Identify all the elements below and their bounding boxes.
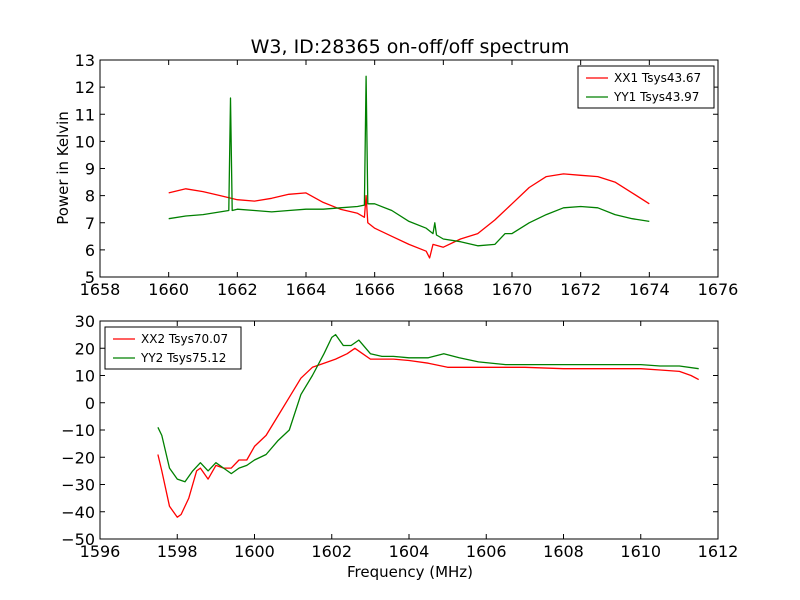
x-tick-label: 1672 (560, 280, 601, 299)
bottom-plot-area: 1596 1598 1600 1602 1604 1606 1608 1610 1612 −50 −… (61, 312, 738, 561)
y-tick-label: 11 (75, 105, 95, 124)
y-tick-label: 30 (75, 312, 95, 331)
x-tick-label: 1662 (217, 280, 258, 299)
legend-box (104, 326, 242, 370)
y-tick-label: −50 (61, 530, 95, 549)
series-line-1 (168, 173, 650, 259)
y-tick-label: 10 (75, 132, 95, 151)
y-tick-label: 0 (85, 394, 95, 413)
x-tick-label: 1676 (698, 280, 739, 299)
y-tick-label: 8 (85, 187, 95, 206)
legend-label: YY2 Tsys75.12 (140, 351, 226, 365)
series-line-1 (157, 347, 700, 518)
x-tick-label: 1670 (492, 280, 533, 299)
series-line-2 (157, 333, 699, 483)
y-tick-label: −20 (61, 448, 95, 467)
legend-box (577, 65, 715, 109)
top-legend: XX1 Tsys43.67 YY1 Tsys43.97 (577, 65, 715, 109)
x-tick-label: 1604 (389, 542, 430, 561)
legend-label: XX2 Tsys70.07 (141, 332, 228, 346)
x-tick-label: 1666 (354, 280, 395, 299)
x-tick-label: 1596 (80, 542, 121, 561)
y-tick-label: 5 (85, 268, 95, 287)
y-tick-label: −30 (61, 476, 95, 495)
legend-label: XX1 Tsys43.67 (614, 71, 701, 85)
y-tick-label: 10 (75, 367, 95, 386)
top-plot-area: 1658 1660 1662 1664 1666 1668 1670 1672 1674 1676… (75, 51, 739, 299)
legend-label: YY1 Tsys43.97 (613, 90, 699, 104)
y-tick-label: 12 (75, 78, 95, 97)
x-tick-label: 1668 (423, 280, 464, 299)
x-tick-label: 1602 (311, 542, 352, 561)
series-line-2 (168, 75, 650, 247)
x-tick-label: 1658 (80, 280, 121, 299)
bottom-subplot: Frequency (MHz) 1596 1598 1600 1602 1604 1606… (61, 312, 738, 581)
y-tick-label: 9 (85, 160, 95, 179)
bottom-legend: XX2 Tsys70.07 YY2 Tsys75.12 (104, 326, 242, 370)
y-tick-label: 20 (75, 339, 95, 358)
x-tick-label: 1664 (286, 280, 327, 299)
y-tick-label: 7 (85, 214, 95, 233)
bottom-xlabel: Frequency (MHz) (347, 563, 473, 581)
y-tick-label: −10 (61, 421, 95, 440)
y-tick-label: 13 (75, 51, 95, 70)
top-subplot: W3, ID:28365 on-off/off spectrum Power i… (54, 36, 738, 299)
y-tick-label: −40 (61, 503, 95, 522)
top-ylabel: Power in Kelvin (54, 111, 72, 225)
x-tick-label: 1600 (234, 542, 275, 561)
x-tick-label: 1608 (543, 542, 584, 561)
x-tick-label: 1610 (620, 542, 661, 561)
y-tick-label: 6 (85, 241, 95, 260)
x-tick-label: 1674 (629, 280, 670, 299)
top-title: W3, ID:28365 on-off/off spectrum (251, 36, 570, 58)
x-tick-label: 1612 (698, 542, 739, 561)
x-tick-label: 1598 (157, 542, 198, 561)
x-tick-label: 1660 (148, 280, 189, 299)
x-tick-label: 1606 (466, 542, 507, 561)
